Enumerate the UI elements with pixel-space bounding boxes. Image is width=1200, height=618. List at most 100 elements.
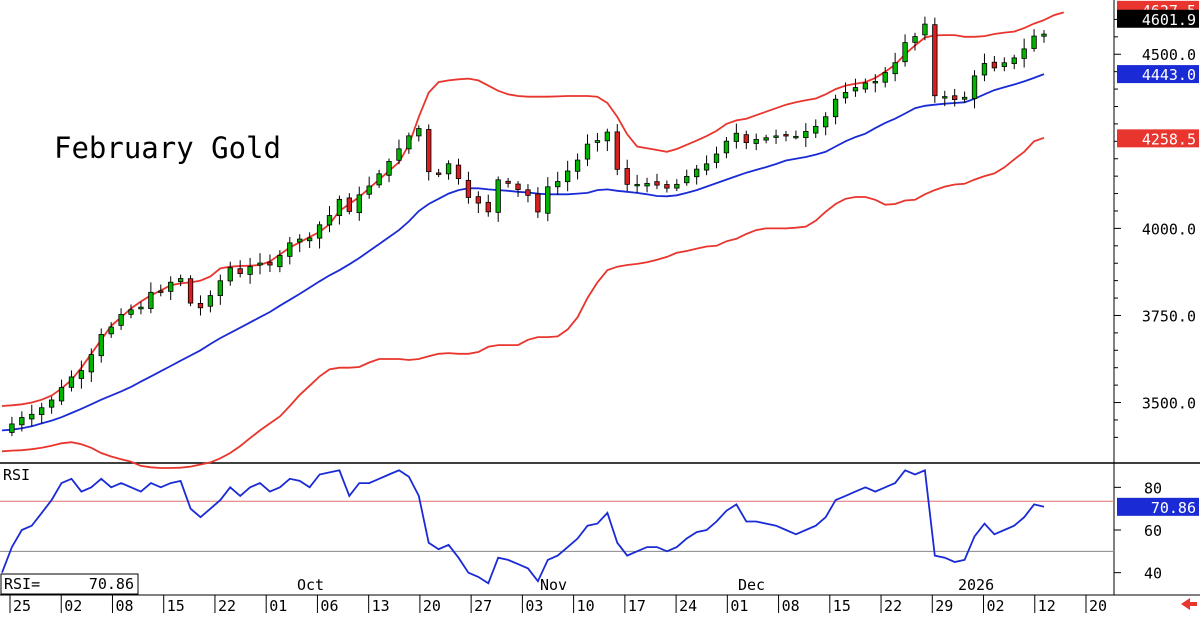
candle-body	[703, 163, 710, 171]
candle-body	[932, 24, 938, 97]
month-label: Oct	[297, 576, 324, 594]
candle-body	[664, 184, 670, 189]
price-tick-label: 4000.0	[1142, 220, 1196, 238]
candle	[961, 91, 968, 103]
candle	[763, 134, 769, 144]
candle	[882, 67, 888, 88]
candle	[1021, 38, 1027, 68]
candle	[336, 195, 343, 225]
candle	[148, 282, 154, 314]
candle-body	[1021, 48, 1027, 59]
candle-body	[545, 186, 551, 214]
candle-body	[108, 326, 114, 335]
date-tick-label: 29	[935, 597, 953, 613]
candle	[1001, 57, 1007, 72]
rsi-line	[1, 469, 1045, 585]
candle	[912, 32, 918, 51]
candle-body	[535, 193, 541, 213]
date-tick-label: 17	[628, 597, 646, 613]
rsi-tick-label: 80	[1144, 479, 1162, 497]
rsi-current-label: 70.86	[1117, 497, 1199, 517]
candle-body	[475, 196, 481, 204]
candle	[138, 301, 144, 315]
candle-body	[455, 164, 462, 180]
candle-body	[197, 303, 204, 309]
candle	[555, 171, 561, 195]
candle-body	[644, 182, 650, 187]
candle	[773, 129, 779, 144]
candle-body	[1011, 57, 1017, 65]
candle	[356, 186, 362, 221]
candle	[257, 253, 263, 275]
candle	[475, 191, 481, 214]
candle	[743, 130, 749, 150]
candle-body	[892, 62, 898, 75]
candle-body	[168, 281, 174, 292]
candle	[207, 290, 214, 313]
candle	[604, 128, 611, 152]
candle-body	[654, 181, 660, 186]
candle-body	[674, 183, 680, 189]
candle-body	[555, 181, 561, 188]
candle-body	[723, 140, 730, 154]
candle-body	[733, 132, 740, 142]
candle-body	[505, 180, 511, 184]
candle-body	[952, 95, 958, 101]
date-tick-label: 20	[1089, 597, 1107, 613]
candle	[932, 17, 938, 103]
month-label: Dec	[738, 576, 765, 594]
candlesticks	[9, 16, 1047, 437]
candle-body	[763, 137, 769, 141]
candle	[88, 348, 94, 383]
candle	[128, 304, 134, 319]
candle-body	[88, 354, 94, 373]
date-tick-label: 12	[1038, 597, 1056, 613]
date-axis: 25 02 08 15 22 01 06 13 20 27 03 10 17 24 01 08 15 22 29 02…	[9, 576, 1107, 615]
date-tick-label: 01	[269, 597, 287, 613]
date-tick-label: 24	[679, 597, 697, 613]
candle	[525, 184, 531, 203]
candle-body	[872, 81, 878, 84]
price-label-bg	[1117, 129, 1199, 148]
candle	[197, 295, 204, 316]
candle	[287, 237, 293, 265]
candle	[803, 123, 809, 147]
candle-body	[942, 96, 948, 99]
candle	[505, 177, 511, 188]
date-tick-label: 15	[167, 597, 185, 613]
candle-body	[912, 36, 918, 43]
price-label-text: 4601.9	[1142, 11, 1196, 29]
price-tick-label: 3750.0	[1142, 307, 1196, 325]
rsi-current-text: 70.86	[1151, 499, 1196, 517]
date-tick-label: 02	[64, 597, 82, 613]
left-arrow-icon[interactable]	[1181, 598, 1197, 610]
candle	[39, 402, 45, 424]
candle-body	[574, 159, 581, 172]
price-label-text: 4258.5	[1142, 130, 1196, 148]
candle	[326, 206, 333, 233]
candle-body	[485, 201, 491, 213]
candle-body	[386, 161, 392, 176]
date-tick-label: 22	[884, 597, 902, 613]
candle-body	[78, 370, 85, 379]
candle	[1011, 54, 1017, 70]
candle	[535, 187, 541, 218]
candle-body	[902, 42, 908, 63]
candle-body	[128, 309, 134, 315]
price-label-text: 4443.0	[1142, 66, 1196, 84]
candle-body	[148, 291, 154, 310]
price-label-bg	[1117, 65, 1199, 84]
candle	[614, 124, 620, 176]
rsi-title: RSI	[3, 466, 30, 484]
date-tick-label: 27	[474, 597, 492, 613]
candle-body	[753, 139, 759, 144]
date-tick-label: 15	[833, 597, 851, 613]
candle-body	[406, 135, 412, 150]
candle	[664, 180, 670, 193]
candle	[416, 125, 422, 142]
candle	[872, 74, 878, 93]
candle-body	[713, 153, 720, 163]
candle	[1031, 29, 1037, 52]
